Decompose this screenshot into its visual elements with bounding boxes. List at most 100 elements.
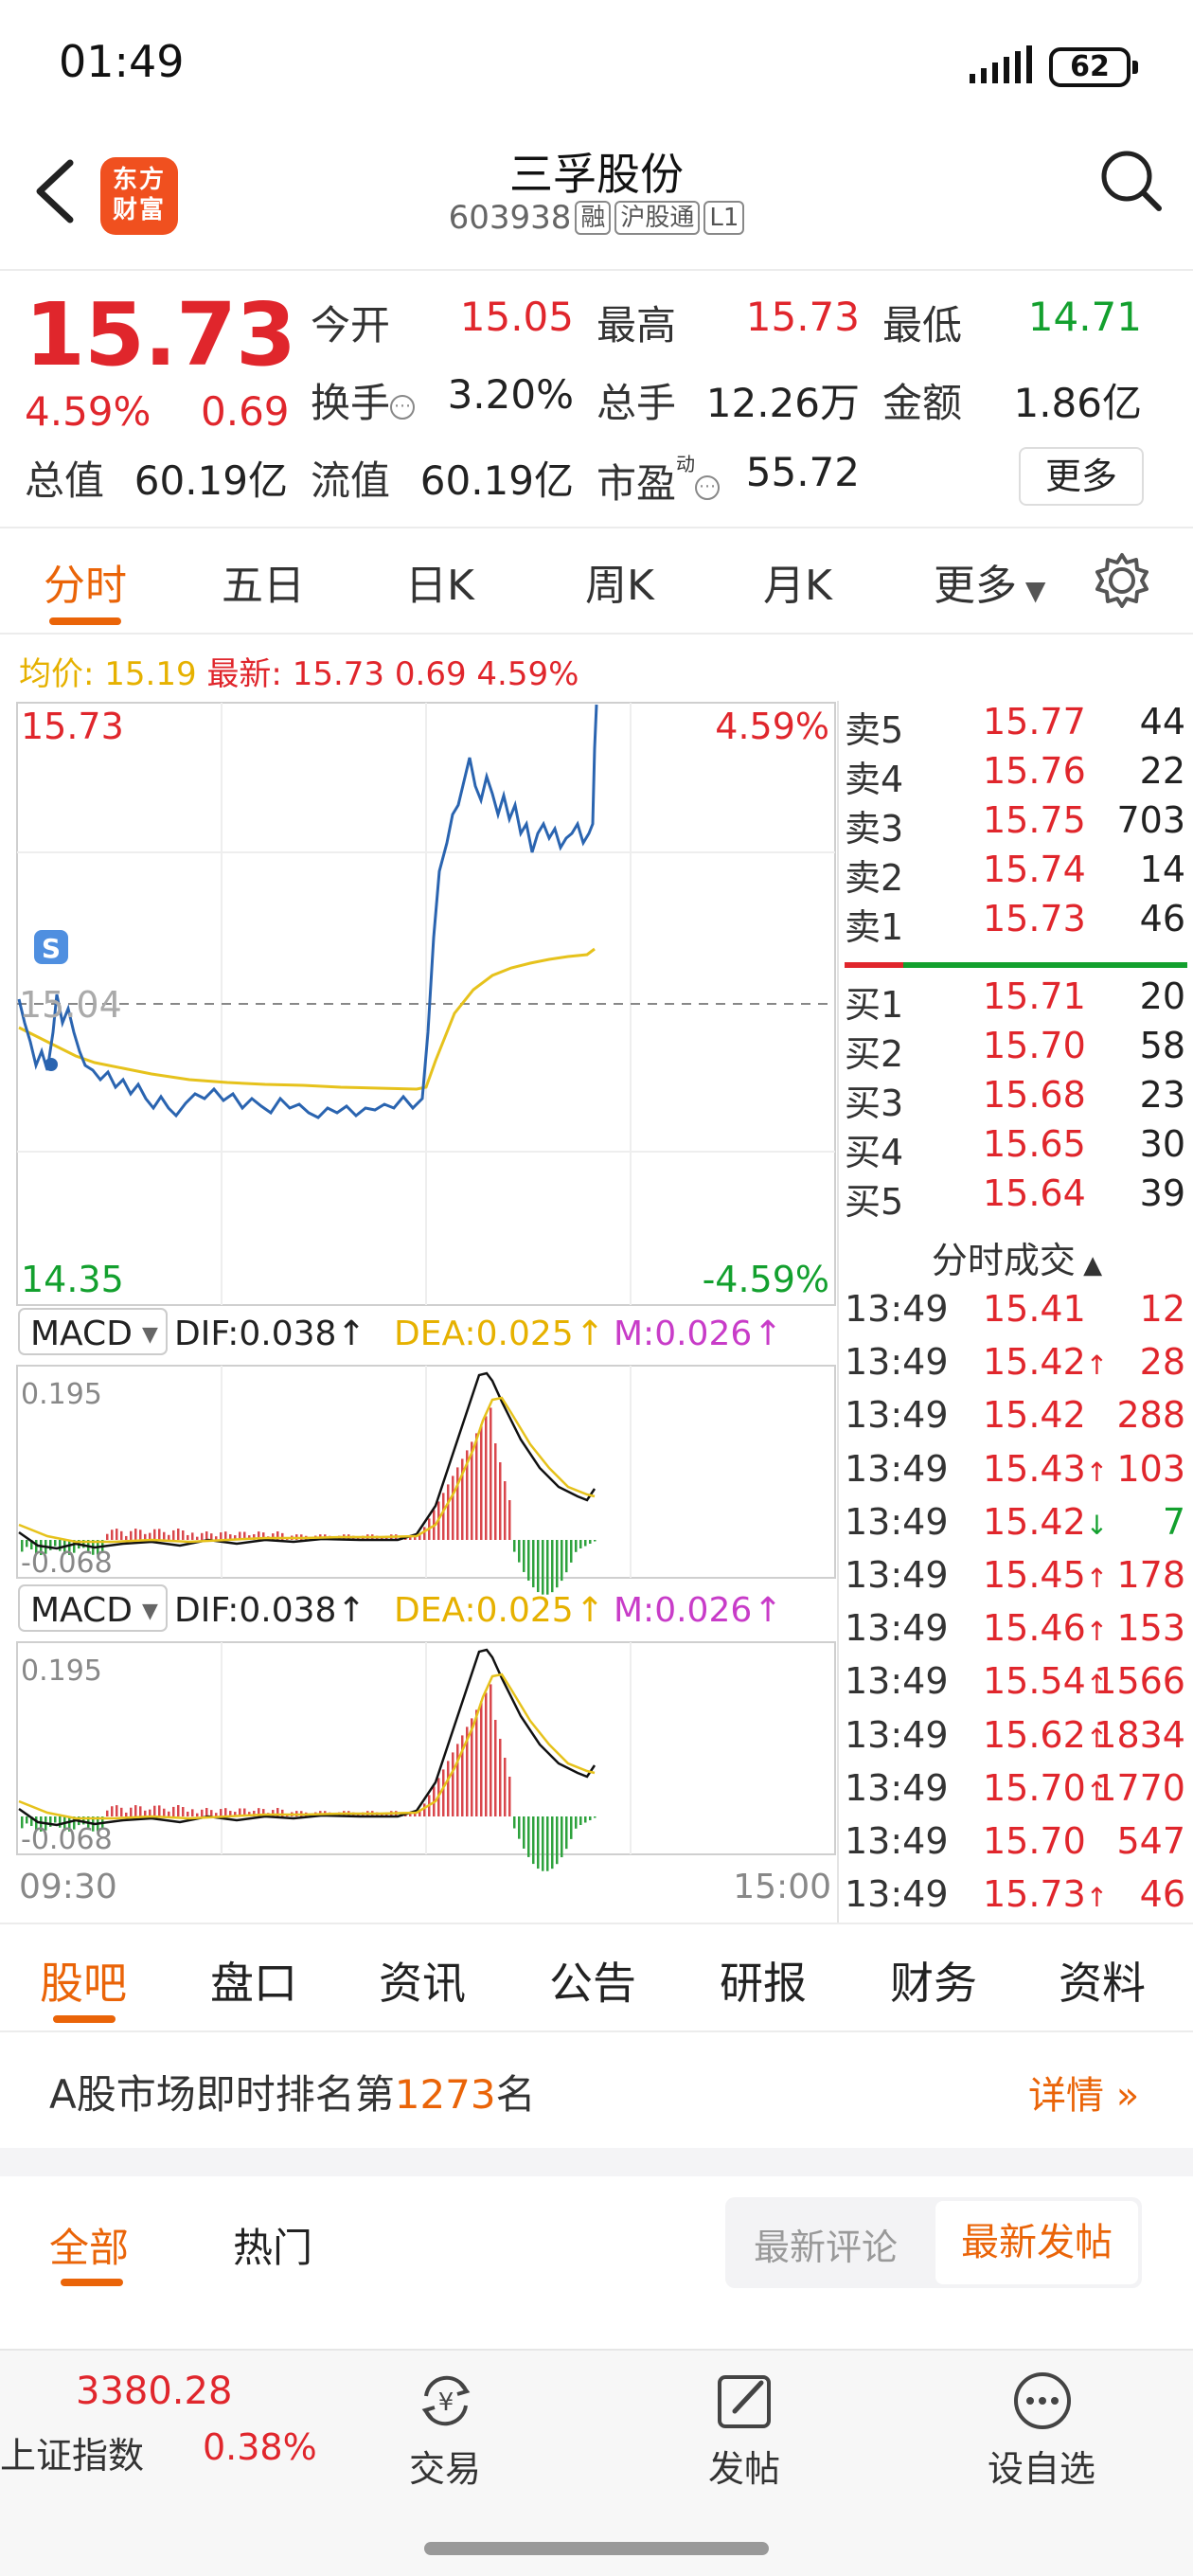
tab-five-day[interactable]: 五日 [222, 562, 305, 610]
tab-more-periods[interactable]: 更多 ▼ [934, 562, 1046, 610]
s-badge-icon[interactable] [34, 930, 68, 964]
tab-intraday[interactable]: 分时 [44, 562, 127, 610]
tab-finance[interactable]: 财务 [890, 1958, 977, 2009]
tab-weekly-k[interactable]: 周K [585, 562, 654, 610]
trade-direction-icon: ↑ [1085, 1882, 1109, 1914]
home-indicator[interactable] [424, 2542, 769, 2555]
macd-bar [116, 1805, 118, 1816]
macd-bar [542, 1816, 544, 1871]
macd-bar [182, 1530, 185, 1540]
bid-row[interactable]: 买5 15.64 39 [841, 1172, 1193, 1223]
feed-tab-hot[interactable]: 热门 [233, 2225, 313, 2271]
macd-bar [504, 1481, 507, 1540]
tab-research[interactable]: 研报 [720, 1958, 807, 2009]
bid-row[interactable]: 买3 15.68 23 [841, 1074, 1193, 1124]
trade-time: 13:49 [845, 1554, 949, 1596]
info-icon[interactable]: ⋯ [390, 395, 416, 420]
macd-bar [527, 1540, 530, 1581]
tab-pankou[interactable]: 盘口 [210, 1958, 297, 2009]
ob-volume: 23 [1139, 1074, 1185, 1116]
macd-selector-1[interactable] [18, 1308, 168, 1355]
macd-bar [134, 1529, 137, 1540]
ob-price: 15.70 [983, 1025, 1086, 1066]
macd-min-1: -0.068 [21, 1547, 113, 1580]
trade-price: 15.45↑ [983, 1554, 1109, 1596]
back-arrow-icon[interactable] [28, 153, 85, 229]
tab-daily-k[interactable]: 日K [405, 562, 474, 610]
macd-bar [281, 1809, 284, 1816]
nav-watchlist-label[interactable]: 设自选 [987, 2448, 1095, 2490]
macd-bar [215, 1536, 218, 1540]
ask-row[interactable]: 卖3 15.75 703 [841, 799, 1193, 850]
more-dots-icon[interactable] [1009, 2368, 1076, 2434]
pe-label[interactable]: 市盈动⋯ [596, 449, 721, 510]
rank-bar[interactable] [0, 2034, 1193, 2148]
trade-price: 15.73↑ [983, 1873, 1109, 1916]
up-arrow-icon: ↑ [337, 1591, 365, 1630]
macd-bar [518, 1816, 521, 1839]
macd-bar [262, 1532, 265, 1540]
nav-trade-label[interactable]: 交易 [408, 2448, 481, 2490]
index-name[interactable]: 上证指数 [0, 2435, 145, 2477]
macd-bar [494, 1720, 497, 1816]
rank-details-link[interactable]: 详情 » [1028, 2074, 1140, 2118]
info-icon[interactable]: ⋯ [695, 475, 721, 500]
feed-tab-all[interactable]: 全部 [49, 2225, 130, 2271]
tab-announcements[interactable]: 公告 [549, 1958, 636, 2009]
macd-bar [224, 1531, 227, 1540]
sort-latest-post[interactable]: 最新发帖 [935, 2201, 1138, 2284]
bottom-nav [0, 2349, 1193, 2576]
ob-volume: 39 [1139, 1172, 1185, 1214]
stock-code: 603938 [448, 199, 572, 237]
macd-bar [82, 1540, 85, 1548]
tab-guba[interactable]: 股吧 [40, 1958, 127, 2009]
trade-row: 13:49 15.54↑ 1566 [841, 1660, 1193, 1713]
trade-row: 13:49 15.41 12 [841, 1288, 1193, 1341]
stock-code-row: 603938 融沪股通 L1 [0, 199, 1193, 237]
sort-latest-comment[interactable]: 最新评论 [754, 2227, 899, 2268]
up-arrow-icon: ↑ [576, 1315, 604, 1353]
open-value: 15.05 [459, 294, 574, 340]
bid-row[interactable]: 买1 15.71 20 [841, 975, 1193, 1026]
avg-price-line [18, 947, 596, 1091]
macd-bar [168, 1811, 170, 1816]
index-pct[interactable]: 0.38% [203, 2426, 317, 2468]
tab-monthly-k[interactable]: 月K [763, 562, 832, 610]
trade-time: 13:49 [845, 1607, 949, 1650]
avg-value: 15.19 [104, 655, 197, 693]
search-icon[interactable] [1096, 142, 1165, 218]
trade-direction-icon: ↑ [1085, 1616, 1109, 1648]
bid-row[interactable]: 买4 15.65 30 [841, 1123, 1193, 1173]
macd-bar [589, 1816, 592, 1820]
turnover-label[interactable]: 换手 ⋯ [311, 371, 416, 429]
ask-row[interactable]: 卖1 15.73 46 [841, 898, 1193, 948]
trade-time: 13:49 [845, 1500, 949, 1543]
nav-post-label[interactable]: 发帖 [707, 2448, 780, 2490]
trade-volume: 28 [1139, 1341, 1185, 1384]
trade-icon[interactable]: ¥ [413, 2368, 479, 2434]
ob-volume: 703 [1116, 799, 1185, 841]
ask-row[interactable]: 卖4 15.76 22 [841, 750, 1193, 800]
ask-row[interactable]: 卖2 15.74 14 [841, 849, 1193, 899]
bid-row[interactable]: 买2 15.70 58 [841, 1025, 1193, 1075]
macd-max-2: 0.195 [21, 1655, 102, 1688]
macd-bar [258, 1808, 260, 1816]
macd-bar [73, 1540, 76, 1553]
macd-bar [523, 1540, 525, 1572]
ob-level-label: 买4 [845, 1132, 904, 1173]
macd-selector-2[interactable] [18, 1584, 168, 1632]
avg-price-info: 均价: 15.19 最新: 15.73 0.69 4.59% [19, 648, 579, 694]
ask-row[interactable]: 卖5 15.77 44 [841, 701, 1193, 751]
edit-post-icon[interactable] [712, 2368, 778, 2434]
float-label: 流值 [311, 457, 391, 504]
more-quote-button[interactable]: 更多 [1019, 447, 1144, 506]
tab-news[interactable]: 资讯 [379, 1958, 466, 2009]
trades-title[interactable]: 分时成交 ▲ [931, 1240, 1103, 1281]
ob-price: 15.65 [983, 1123, 1086, 1165]
macd-bar [253, 1811, 256, 1816]
macd-bar [461, 1458, 464, 1540]
index-value[interactable]: 3380.28 [76, 2370, 233, 2413]
tab-profile[interactable]: 资料 [1059, 1958, 1146, 2009]
intraday-chart[interactable]: S 15.73 15.04 14.35 4.59% -4.59% MACD ▼ … [0, 691, 841, 1923]
gear-icon[interactable] [1093, 551, 1151, 610]
